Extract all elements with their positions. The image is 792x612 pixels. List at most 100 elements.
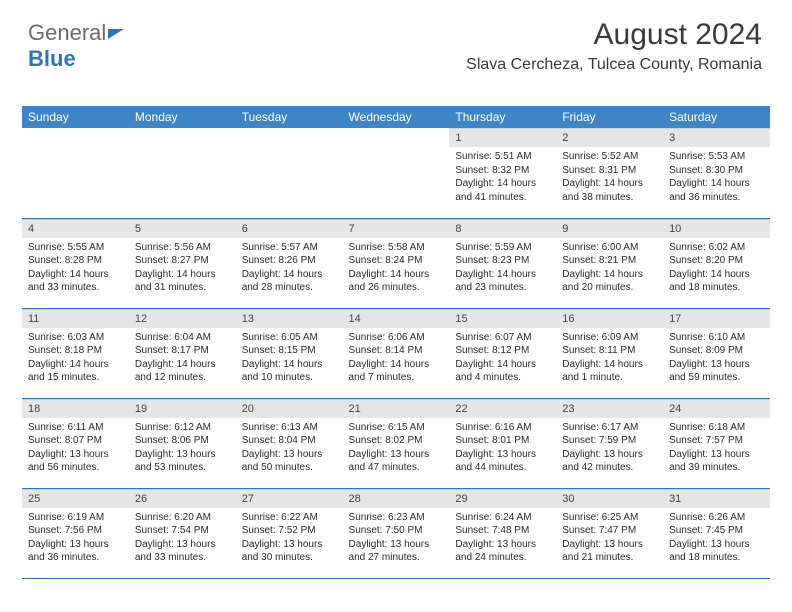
day-header: Saturday: [663, 106, 770, 128]
calendar-day-cell: 27Sunrise: 6:22 AMSunset: 7:52 PMDayligh…: [236, 488, 343, 578]
day-details: Sunrise: 6:03 AMSunset: 8:18 PMDaylight:…: [22, 328, 129, 389]
calendar-day-cell: 2Sunrise: 5:52 AMSunset: 8:31 PMDaylight…: [556, 128, 663, 218]
calendar-day-cell: 12Sunrise: 6:04 AMSunset: 8:17 PMDayligh…: [129, 308, 236, 398]
calendar-day-cell: 9Sunrise: 6:00 AMSunset: 8:21 PMDaylight…: [556, 218, 663, 308]
day-details: Sunrise: 6:17 AMSunset: 7:59 PMDaylight:…: [556, 418, 663, 479]
day-number: 22: [449, 399, 556, 418]
day-header: Tuesday: [236, 106, 343, 128]
day-number: 18: [22, 399, 129, 418]
day-number: 7: [343, 219, 450, 238]
day-number: 28: [343, 489, 450, 508]
day-number: 9: [556, 219, 663, 238]
day-number: 6: [236, 219, 343, 238]
day-header: Friday: [556, 106, 663, 128]
calendar-day-cell: 13Sunrise: 6:05 AMSunset: 8:15 PMDayligh…: [236, 308, 343, 398]
calendar-day-cell: 26Sunrise: 6:20 AMSunset: 7:54 PMDayligh…: [129, 488, 236, 578]
day-number: 23: [556, 399, 663, 418]
day-number: 20: [236, 399, 343, 418]
calendar-day-cell: [22, 128, 129, 218]
day-details: Sunrise: 6:23 AMSunset: 7:50 PMDaylight:…: [343, 508, 450, 569]
day-details: Sunrise: 6:00 AMSunset: 8:21 PMDaylight:…: [556, 238, 663, 299]
calendar-day-cell: 8Sunrise: 5:59 AMSunset: 8:23 PMDaylight…: [449, 218, 556, 308]
calendar-day-cell: 10Sunrise: 6:02 AMSunset: 8:20 PMDayligh…: [663, 218, 770, 308]
day-details: Sunrise: 6:05 AMSunset: 8:15 PMDaylight:…: [236, 328, 343, 389]
day-details: Sunrise: 5:59 AMSunset: 8:23 PMDaylight:…: [449, 238, 556, 299]
location-subtitle: Slava Cercheza, Tulcea County, Romania: [466, 56, 762, 74]
day-details: Sunrise: 6:20 AMSunset: 7:54 PMDaylight:…: [129, 508, 236, 569]
day-details: Sunrise: 5:53 AMSunset: 8:30 PMDaylight:…: [663, 147, 770, 208]
day-number: 8: [449, 219, 556, 238]
calendar-day-cell: 29Sunrise: 6:24 AMSunset: 7:48 PMDayligh…: [449, 488, 556, 578]
day-header: Sunday: [22, 106, 129, 128]
calendar-day-cell: 28Sunrise: 6:23 AMSunset: 7:50 PMDayligh…: [343, 488, 450, 578]
day-details: Sunrise: 6:02 AMSunset: 8:20 PMDaylight:…: [663, 238, 770, 299]
day-number: 3: [663, 128, 770, 147]
day-details: Sunrise: 5:51 AMSunset: 8:32 PMDaylight:…: [449, 147, 556, 208]
day-number: 14: [343, 309, 450, 328]
day-number: 25: [22, 489, 129, 508]
day-details: Sunrise: 6:10 AMSunset: 8:09 PMDaylight:…: [663, 328, 770, 389]
calendar-week-row: 25Sunrise: 6:19 AMSunset: 7:56 PMDayligh…: [22, 488, 770, 578]
day-number: 10: [663, 219, 770, 238]
day-header: Wednesday: [343, 106, 450, 128]
calendar-day-cell: 30Sunrise: 6:25 AMSunset: 7:47 PMDayligh…: [556, 488, 663, 578]
day-number: 19: [129, 399, 236, 418]
calendar-day-cell: 19Sunrise: 6:12 AMSunset: 8:06 PMDayligh…: [129, 398, 236, 488]
day-details: Sunrise: 6:13 AMSunset: 8:04 PMDaylight:…: [236, 418, 343, 479]
day-number: 31: [663, 489, 770, 508]
calendar-day-cell: 16Sunrise: 6:09 AMSunset: 8:11 PMDayligh…: [556, 308, 663, 398]
day-details: Sunrise: 6:24 AMSunset: 7:48 PMDaylight:…: [449, 508, 556, 569]
day-header: Monday: [129, 106, 236, 128]
day-number: 30: [556, 489, 663, 508]
page-title: August 2024: [594, 18, 762, 52]
day-details: Sunrise: 5:58 AMSunset: 8:24 PMDaylight:…: [343, 238, 450, 299]
logo-triangle-icon: [108, 29, 124, 39]
calendar-day-cell: 4Sunrise: 5:55 AMSunset: 8:28 PMDaylight…: [22, 218, 129, 308]
calendar-table: Sunday Monday Tuesday Wednesday Thursday…: [22, 106, 770, 579]
day-number: 15: [449, 309, 556, 328]
day-details: Sunrise: 6:19 AMSunset: 7:56 PMDaylight:…: [22, 508, 129, 569]
day-number: 26: [129, 489, 236, 508]
day-details: Sunrise: 6:12 AMSunset: 8:06 PMDaylight:…: [129, 418, 236, 479]
calendar-day-cell: 20Sunrise: 6:13 AMSunset: 8:04 PMDayligh…: [236, 398, 343, 488]
day-details: Sunrise: 6:25 AMSunset: 7:47 PMDaylight:…: [556, 508, 663, 569]
day-details: Sunrise: 5:56 AMSunset: 8:27 PMDaylight:…: [129, 238, 236, 299]
day-details: Sunrise: 5:52 AMSunset: 8:31 PMDaylight:…: [556, 147, 663, 208]
calendar-day-cell: 1Sunrise: 5:51 AMSunset: 8:32 PMDaylight…: [449, 128, 556, 218]
day-details: Sunrise: 6:07 AMSunset: 8:12 PMDaylight:…: [449, 328, 556, 389]
brand-part2: Blue: [28, 46, 76, 71]
day-details: Sunrise: 5:55 AMSunset: 8:28 PMDaylight:…: [22, 238, 129, 299]
calendar-day-cell: [236, 128, 343, 218]
day-details: Sunrise: 6:09 AMSunset: 8:11 PMDaylight:…: [556, 328, 663, 389]
calendar-day-cell: 23Sunrise: 6:17 AMSunset: 7:59 PMDayligh…: [556, 398, 663, 488]
day-number: 17: [663, 309, 770, 328]
calendar-week-row: 18Sunrise: 6:11 AMSunset: 8:07 PMDayligh…: [22, 398, 770, 488]
day-details: Sunrise: 6:26 AMSunset: 7:45 PMDaylight:…: [663, 508, 770, 569]
calendar-day-cell: 3Sunrise: 5:53 AMSunset: 8:30 PMDaylight…: [663, 128, 770, 218]
calendar-day-cell: 25Sunrise: 6:19 AMSunset: 7:56 PMDayligh…: [22, 488, 129, 578]
calendar-day-cell: 11Sunrise: 6:03 AMSunset: 8:18 PMDayligh…: [22, 308, 129, 398]
calendar-day-cell: 24Sunrise: 6:18 AMSunset: 7:57 PMDayligh…: [663, 398, 770, 488]
calendar-day-cell: 31Sunrise: 6:26 AMSunset: 7:45 PMDayligh…: [663, 488, 770, 578]
day-number: 2: [556, 128, 663, 147]
day-number: 27: [236, 489, 343, 508]
day-details: Sunrise: 6:11 AMSunset: 8:07 PMDaylight:…: [22, 418, 129, 479]
calendar-day-cell: [129, 128, 236, 218]
day-number: 4: [22, 219, 129, 238]
day-details: Sunrise: 6:06 AMSunset: 8:14 PMDaylight:…: [343, 328, 450, 389]
calendar-week-row: 11Sunrise: 6:03 AMSunset: 8:18 PMDayligh…: [22, 308, 770, 398]
day-number: 16: [556, 309, 663, 328]
calendar-header-row: Sunday Monday Tuesday Wednesday Thursday…: [22, 106, 770, 128]
day-number: 12: [129, 309, 236, 328]
day-number: 13: [236, 309, 343, 328]
calendar-week-row: 4Sunrise: 5:55 AMSunset: 8:28 PMDaylight…: [22, 218, 770, 308]
day-details: Sunrise: 5:57 AMSunset: 8:26 PMDaylight:…: [236, 238, 343, 299]
calendar-day-cell: 17Sunrise: 6:10 AMSunset: 8:09 PMDayligh…: [663, 308, 770, 398]
day-number: 1: [449, 128, 556, 147]
day-header: Thursday: [449, 106, 556, 128]
day-details: Sunrise: 6:18 AMSunset: 7:57 PMDaylight:…: [663, 418, 770, 479]
calendar-day-cell: [343, 128, 450, 218]
calendar-day-cell: 14Sunrise: 6:06 AMSunset: 8:14 PMDayligh…: [343, 308, 450, 398]
day-details: Sunrise: 6:04 AMSunset: 8:17 PMDaylight:…: [129, 328, 236, 389]
calendar-day-cell: 5Sunrise: 5:56 AMSunset: 8:27 PMDaylight…: [129, 218, 236, 308]
